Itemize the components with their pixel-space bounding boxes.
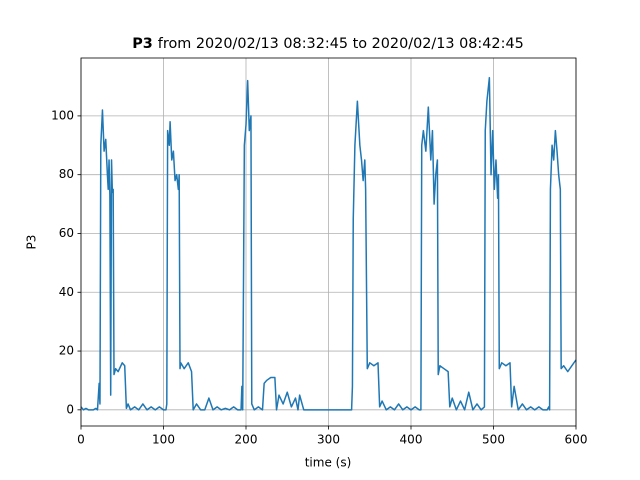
- title-rest: from 2020/02/13 08:32:45 to 2020/02/13 0…: [158, 36, 524, 52]
- y-tick-label: 20: [59, 344, 74, 358]
- y-tick-label: 80: [59, 167, 74, 181]
- y-tick-label: 0: [66, 402, 74, 416]
- x-tick-label: 600: [565, 433, 588, 447]
- x-axis-label: time (s): [305, 456, 352, 470]
- title-bold: P3: [132, 36, 153, 52]
- x-tick-label: 100: [152, 433, 175, 447]
- y-tick-label: 40: [59, 285, 74, 299]
- x-tick-label: 0: [77, 433, 85, 447]
- y-tick-label: 60: [59, 226, 74, 240]
- axes-frame: [80, 57, 577, 427]
- data-line: [80, 76, 577, 411]
- chart-title: P3 from 2020/02/13 08:32:45 to 2020/02/13…: [132, 36, 524, 52]
- x-tick-label: 300: [317, 433, 340, 447]
- x-tick-label: 200: [235, 433, 258, 447]
- x-tick-label: 500: [482, 433, 505, 447]
- y-tick-label: 100: [51, 108, 74, 122]
- x-tick-label: 400: [400, 433, 423, 447]
- y-axis-label: P3: [25, 235, 39, 250]
